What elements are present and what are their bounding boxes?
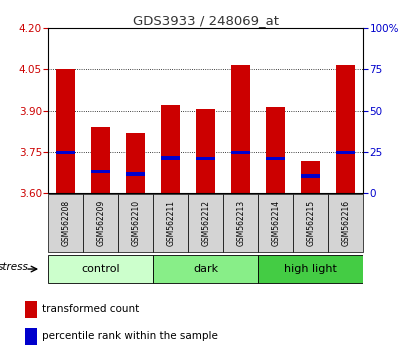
FancyBboxPatch shape — [48, 194, 83, 252]
Bar — [126, 133, 145, 193]
Bar — [266, 156, 286, 160]
Bar — [336, 150, 355, 154]
Bar — [24, 328, 37, 345]
Text: dark: dark — [193, 264, 218, 274]
Text: GSM562215: GSM562215 — [306, 200, 315, 246]
Bar — [161, 105, 181, 193]
Text: GSM562208: GSM562208 — [61, 200, 70, 246]
Text: GSM562213: GSM562213 — [236, 200, 245, 246]
Text: GSM562209: GSM562209 — [96, 200, 105, 246]
Text: transformed count: transformed count — [42, 304, 139, 314]
FancyBboxPatch shape — [328, 194, 363, 252]
Bar — [196, 109, 215, 193]
FancyBboxPatch shape — [223, 194, 258, 252]
Text: GSM562211: GSM562211 — [166, 200, 175, 246]
Bar — [231, 150, 250, 154]
Text: GSM562212: GSM562212 — [201, 200, 210, 246]
FancyBboxPatch shape — [83, 194, 118, 252]
Text: stress: stress — [0, 262, 29, 273]
Bar — [301, 161, 320, 193]
Bar — [91, 127, 110, 193]
Text: control: control — [81, 264, 120, 274]
Text: GSM562214: GSM562214 — [271, 200, 280, 246]
FancyBboxPatch shape — [258, 255, 363, 283]
Bar — [56, 69, 76, 193]
Bar — [24, 301, 37, 318]
Title: GDS3933 / 248069_at: GDS3933 / 248069_at — [133, 14, 279, 27]
FancyBboxPatch shape — [258, 194, 293, 252]
Bar — [161, 156, 181, 160]
Bar — [301, 174, 320, 178]
FancyBboxPatch shape — [188, 194, 223, 252]
Bar — [196, 157, 215, 160]
Bar — [126, 172, 145, 176]
Text: high light: high light — [284, 264, 337, 274]
FancyBboxPatch shape — [153, 194, 188, 252]
Bar — [231, 65, 250, 193]
Bar — [336, 65, 355, 193]
Text: percentile rank within the sample: percentile rank within the sample — [42, 331, 218, 341]
FancyBboxPatch shape — [118, 194, 153, 252]
FancyBboxPatch shape — [293, 194, 328, 252]
Bar — [91, 170, 110, 173]
Bar — [56, 150, 76, 154]
FancyBboxPatch shape — [48, 255, 153, 283]
Bar — [266, 107, 286, 193]
FancyBboxPatch shape — [153, 255, 258, 283]
Text: GSM562216: GSM562216 — [341, 200, 350, 246]
Text: GSM562210: GSM562210 — [131, 200, 140, 246]
